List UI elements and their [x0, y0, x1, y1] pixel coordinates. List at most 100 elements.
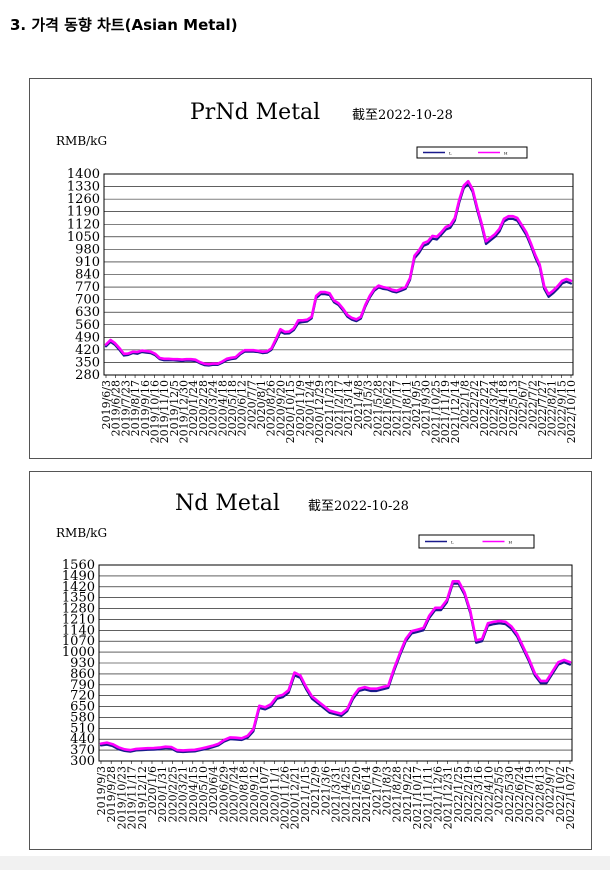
- y-tick-label: 930: [70, 656, 95, 671]
- x-tick-label: 2021/4/25: [340, 766, 353, 822]
- y-tick-label: 840: [75, 268, 100, 283]
- x-tick-label: 2021/10/25: [429, 380, 442, 443]
- footer-bar: [0, 856, 610, 870]
- y-tick-label: 860: [70, 667, 95, 682]
- x-tick-label: 2021/6/22: [381, 380, 394, 436]
- y-tick-label: 790: [70, 678, 95, 693]
- y-tick-label: 1000: [62, 645, 95, 660]
- y-tick-label: 1210: [62, 612, 95, 627]
- x-tick-label: 2022/10/2: [554, 766, 567, 822]
- series-line-H: [104, 179, 573, 366]
- y-tick-label: 1050: [67, 230, 100, 245]
- x-tick-label: 2019/11/17: [126, 766, 139, 829]
- chart-subtitle: 截至2022-10-28: [352, 108, 453, 123]
- x-tick-label: 2022/6/24: [513, 766, 526, 822]
- x-tick-label: 2020/10/15: [284, 380, 297, 443]
- x-tick-label: 2020/7/7: [245, 380, 258, 429]
- series-line-H: [99, 580, 572, 752]
- y-tick-label: 510: [70, 721, 95, 736]
- x-tick-label: 2021/8/3: [380, 766, 393, 815]
- x-tick-label: 2020/2/25: [166, 766, 179, 822]
- y-tick-label: 720: [70, 689, 95, 704]
- x-tick-label: 2021/3/6: [319, 766, 332, 815]
- x-tick-label: 2022/1/8: [458, 380, 471, 429]
- x-tick-label: 2022/8/21: [546, 380, 559, 436]
- x-tick-label: 2022/1/25: [452, 766, 465, 822]
- section-title: 3. 가격 동향 차트(Asian Metal): [10, 16, 238, 34]
- y-tick-label: 1070: [62, 634, 95, 649]
- y-tick-label: 440: [70, 732, 95, 747]
- x-tick-label: 2020/5/10: [197, 766, 210, 822]
- x-tick-label: 2021/8/11: [400, 380, 413, 436]
- legend-label-H: H: [504, 151, 508, 156]
- x-tick-label: 2022/7/27: [536, 380, 549, 436]
- x-tick-label: 2020/9/20: [274, 380, 287, 436]
- x-tick-label: 2021/3/31: [330, 766, 343, 822]
- x-tick-label: 2019/9/3: [95, 766, 108, 815]
- x-tick-label: 2019/11/10: [158, 380, 171, 443]
- x-tick-label: 2022/3/16: [472, 766, 485, 822]
- x-tick-label: 2022/5/5: [493, 766, 506, 815]
- chart-title: Nd Metal: [175, 491, 280, 516]
- x-tick-label: 2022/7/2: [526, 380, 539, 429]
- x-tick-label: 2022/10/27: [564, 766, 577, 829]
- x-tick-label: 2020/7/24: [228, 766, 241, 822]
- y-tick-label: 1260: [67, 192, 100, 207]
- legend-label-L: L: [451, 540, 454, 545]
- y-tick-label: 1330: [67, 180, 100, 195]
- x-tick-label: 2019/6/3: [100, 380, 113, 429]
- x-tick-label: 2019/10/16: [148, 380, 161, 443]
- y-tick-label: 1560: [62, 558, 95, 573]
- x-tick-label: 2021/11/19: [439, 380, 452, 443]
- y-tick-label: 1190: [67, 205, 100, 220]
- x-tick-label: 2022/5/30: [503, 766, 516, 822]
- x-tick-label: 2022/4/18: [497, 380, 510, 436]
- x-tick-label: 2020/10/7: [258, 766, 271, 822]
- x-tick-label: 2020/2/28: [197, 380, 210, 436]
- y-tick-label: 420: [75, 343, 100, 358]
- x-tick-label: 2022/8/13: [533, 766, 546, 822]
- y-tick-label: 560: [75, 318, 100, 333]
- y-tick-label: 770: [75, 280, 100, 295]
- x-tick-label: 2020/4/15: [187, 766, 200, 822]
- y-tick-label: 1120: [67, 217, 100, 232]
- y-tick-label: 910: [75, 255, 100, 270]
- gridlines: [99, 564, 572, 762]
- x-tick-label: 2021/12/31: [442, 766, 455, 829]
- x-tick-label: 2021/1/15: [299, 766, 312, 822]
- x-tick-label: 2021/5/20: [350, 766, 363, 822]
- y-tick-label: 1400: [67, 167, 100, 182]
- y-tick-label: 1140: [62, 623, 95, 638]
- x-tick-label: 2019/9/16: [139, 380, 152, 436]
- y-tick-label: 1420: [62, 580, 95, 595]
- x-tick-label: 2021/6/14: [360, 766, 373, 822]
- y-tick-label: 1350: [62, 591, 95, 606]
- x-tick-label: 2021/12/6: [431, 766, 444, 822]
- x-tick-label: 2021/5/28: [371, 380, 384, 436]
- y-tick-label: 350: [75, 355, 100, 370]
- x-tick-label: 2022/2/27: [478, 380, 491, 436]
- x-tick-label: 2022/6/7: [517, 380, 530, 429]
- x-tick-label: 2021/2/17: [333, 380, 346, 436]
- x-tick-label: 2020/12/29: [313, 380, 326, 443]
- x-tick-label: 2021/9/22: [401, 766, 414, 822]
- x-tick-label: 2022/5/13: [507, 380, 520, 436]
- y-axis-label: RMB/kG: [56, 526, 107, 540]
- x-tick-label: 2020/3/21: [177, 766, 190, 822]
- x-tick-label: 2022/7/19: [523, 766, 536, 822]
- x-tick-label: 2020/11/1: [268, 766, 281, 822]
- x-tick-label: 2021/1/23: [323, 380, 336, 436]
- x-tick-label: 2021/9/30: [420, 380, 433, 436]
- x-tick-label: 2022/2/19: [462, 766, 475, 822]
- x-tick-label: 2021/8/28: [391, 766, 404, 822]
- x-tick-label: 2021/12/14: [449, 380, 462, 443]
- x-tick-label: 2021/3/14: [342, 380, 355, 436]
- gridlines: [104, 173, 573, 376]
- y-tick-label: 300: [70, 754, 95, 769]
- x-tick-label: 2019/12/30: [178, 380, 191, 443]
- y-tick-label: 700: [75, 293, 100, 308]
- y-tick-label: 1280: [62, 602, 95, 617]
- x-tick-label: 2019/8/17: [129, 380, 142, 436]
